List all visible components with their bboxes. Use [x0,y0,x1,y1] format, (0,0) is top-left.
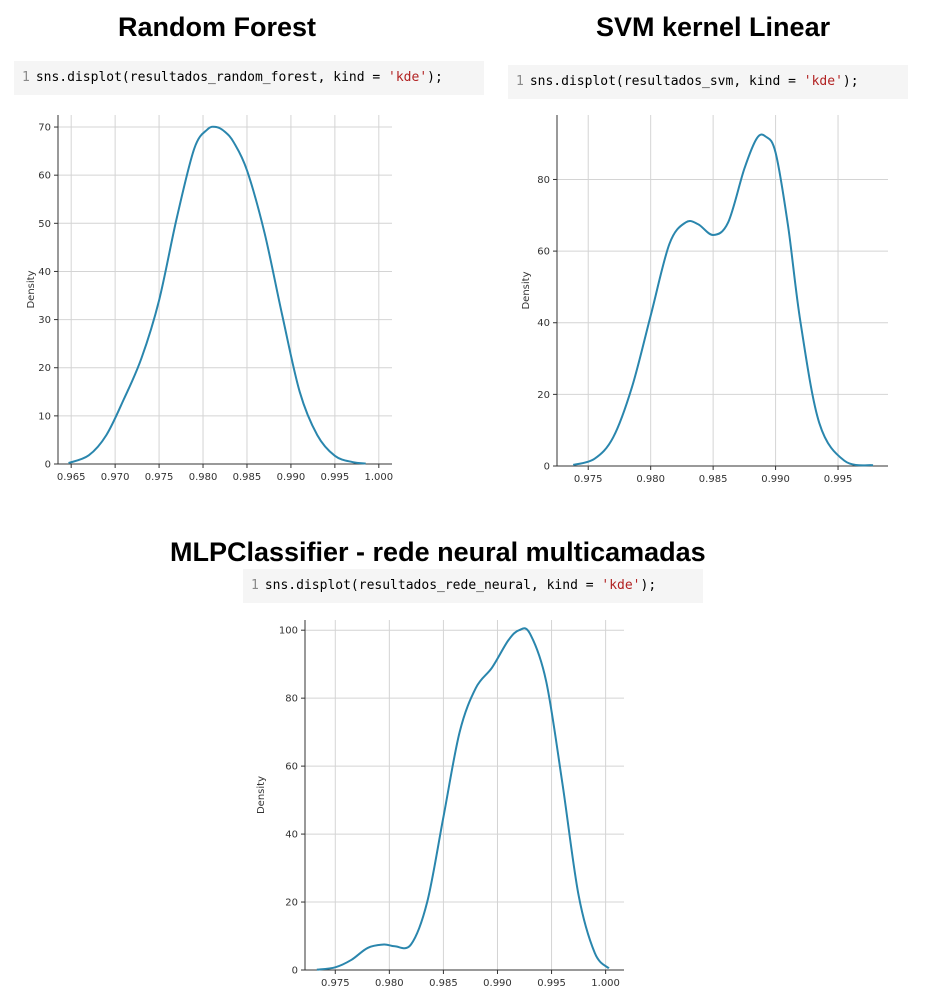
y-axis-label: Density [256,776,267,814]
code-line-number: 1 [516,74,524,89]
axis-spines [556,115,888,467]
y-tick-label: 30 [38,315,51,326]
y-axis-label: Density [26,270,37,308]
mlp-code-cell[interactable]: 1 sns.displot(resultados_rede_neural, kin… [243,569,703,603]
axis-spines [57,115,392,465]
x-tick-label: 0.980 [375,978,404,989]
y-tick-label: 60 [285,762,298,773]
x-tick-label: 1.000 [591,978,620,989]
code-string-arg: 'kde' [601,578,641,593]
kde-curve [68,125,366,465]
y-tick-label: 100 [279,626,298,637]
x-tick-label: 0.990 [277,472,306,483]
y-tick-label: 70 [38,123,51,134]
y-tick-label: 40 [537,318,550,329]
code-suffix: ); [427,70,443,85]
code-line-number: 1 [22,70,30,85]
mlp-kde-chart: 0.975 0.980 0.985 0.990 0.995 1.000 0 20 40 60 80 1… [256,620,624,989]
code-string-arg: 'kde' [388,70,428,85]
y-tick-label: 50 [38,219,51,230]
y-tick-label: 10 [38,411,51,422]
kde-curve [316,627,610,971]
x-tick-label: 0.965 [57,472,86,483]
code-text: sns.displot(resultados_rede_neural, kind… [264,578,602,593]
y-tick-label: 80 [285,694,298,705]
x-tick-label: 0.980 [189,472,218,483]
x-tick-label: 0.985 [699,474,728,485]
code-text: sns.displot(resultados_svm, kind = [529,74,804,89]
random-forest-code-cell[interactable]: 1 sns.displot(resultados_random_forest, k… [14,61,484,95]
svm-kde-chart: 0.975 0.980 0.985 0.990 0.995 0 20 40 60 80 Densit… [521,115,888,485]
x-tick-label: 0.995 [824,474,853,485]
random-forest-kde-chart: 0.965 0.970 0.975 0.980 0.985 0.990 0.995 1.000… [26,115,393,483]
x-tick-label: 1.000 [364,472,393,483]
code-line-number: 1 [251,578,259,593]
mlp-heading: MLPClassifier - rede neural multicamadas [170,537,706,567]
x-tick-label: 0.985 [233,472,262,483]
svm-heading: SVM kernel Linear [596,12,831,42]
axis-spines [304,620,624,971]
y-tick-label: 80 [537,175,550,186]
code-string-arg: 'kde' [803,74,843,89]
y-axis-label: Density [521,271,532,309]
y-tick-label: 0 [292,966,298,977]
y-tick-label: 20 [537,390,550,401]
x-tick-label: 0.975 [574,474,603,485]
y-tick-label: 20 [38,363,51,374]
code-suffix: ); [640,578,657,593]
x-tick-label: 0.990 [483,978,512,989]
kde-curve [572,133,874,467]
y-tick-label: 40 [38,267,51,278]
code-text: sns.displot(resultados_random_forest, ki… [35,70,389,85]
x-tick-label: 0.975 [145,472,174,483]
x-tick-label: 0.995 [321,472,350,483]
y-tick-label: 0 [45,460,51,471]
y-tick-label: 40 [285,830,298,841]
y-tick-label: 60 [38,171,51,182]
x-tick-label: 0.990 [761,474,790,485]
y-tick-label: 0 [544,462,550,473]
x-tick-label: 0.975 [321,978,350,989]
x-tick-label: 0.970 [101,472,130,483]
svm-code-cell[interactable]: 1 sns.displot(resultados_svm, kind = 'kde… [508,65,908,99]
x-tick-label: 0.995 [537,978,566,989]
x-tick-label: 0.980 [636,474,665,485]
random-forest-heading: Random Forest [118,12,317,42]
x-tick-label: 0.985 [429,978,458,989]
y-tick-label: 60 [537,247,550,258]
code-suffix: ); [842,74,859,89]
y-tick-label: 20 [285,898,298,909]
